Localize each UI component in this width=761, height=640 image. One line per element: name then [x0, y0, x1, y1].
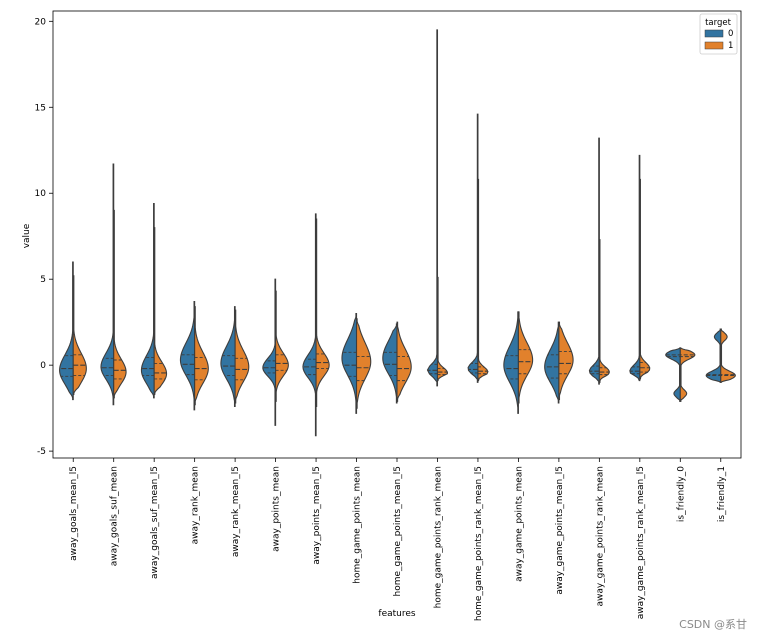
violin-away_game_points_rank_mean-target-0: [588, 137, 600, 385]
violin-is_friendly_1-target-1: [720, 328, 736, 383]
violin-home_game_points_mean-target-0: [341, 313, 358, 414]
legend-label-1: 1: [728, 41, 733, 51]
violin-away_game_points_mean-target-1: [517, 311, 534, 404]
violin-away_game_points_mean_l5-target-1: [558, 321, 574, 401]
x-tick-label-away_game_points_mean: away_game_points_mean: [514, 466, 524, 582]
violin-home_game_points_rank_mean-target-0: [426, 29, 439, 387]
violin-away_goals_suf_mean-target-1: [113, 209, 127, 399]
x-tick-label-home_game_points_rank_mean_l5: home_game_points_rank_mean_l5: [474, 466, 484, 621]
violin-away_points_mean-target-0: [262, 278, 277, 426]
y-axis-label: value: [22, 223, 32, 248]
y-tick-label: 20: [35, 17, 47, 27]
x-tick-label-away_goals_suf_mean_l5: away_goals_suf_mean_l5: [150, 466, 160, 579]
x-tick-label-away_game_points_rank_mean_l5: away_game_points_rank_mean_l5: [636, 466, 646, 619]
violin-away_game_points_mean-target-0: [503, 311, 519, 414]
violins-group: [59, 29, 736, 437]
y-axis: -5 0 5 10 15 20: [35, 17, 53, 457]
violin-away_goals_suf_mean_l5-target-0: [140, 203, 155, 399]
violin-away_rank_mean_l5-target-1: [234, 309, 250, 404]
legend-title: target: [705, 18, 732, 28]
x-tick-label-away_goals_suf_mean: away_goals_suf_mean: [110, 466, 120, 566]
violin-away_goals_suf_mean_l5-target-1: [153, 227, 168, 395]
violin-away_points_mean-target-1: [275, 290, 289, 402]
x-tick-label-is_friendly_0: is_friendly_0: [676, 466, 686, 522]
x-tick-label-away_rank_mean: away_rank_mean: [191, 466, 201, 544]
y-tick-label: 5: [40, 275, 46, 285]
violin-away_goals_suf_mean-target-0: [100, 163, 115, 406]
violin-home_game_points_rank_mean-target-1: [436, 276, 449, 382]
y-tick-label: 0: [40, 361, 46, 371]
violin-away_points_mean_l5-target-1: [315, 218, 330, 407]
violin-home_game_points_mean_l5-target-1: [396, 321, 412, 402]
violin-home_game_points_rank_mean_l5-target-1: [477, 178, 489, 382]
x-tick-label-away_points_mean_l5: away_points_mean_l5: [312, 466, 322, 565]
violin-away_goals_mean_l5-target-0: [59, 261, 74, 401]
violin-away_rank_mean-target-0: [179, 301, 196, 411]
x-tick-label-away_rank_mean_l5: away_rank_mean_l5: [231, 466, 241, 557]
violin-is_friendly_0-target-1: [679, 347, 696, 402]
legend-swatch-0: [704, 29, 724, 38]
violin-home_game_points_mean-target-1: [355, 318, 372, 409]
violin-is_friendly_0-target-0: [665, 347, 681, 402]
violin-is_friendly_1-target-0: [705, 328, 722, 383]
legend-label-0: 0: [728, 29, 733, 39]
x-tick-label-home_game_points_mean: home_game_points_mean: [353, 466, 363, 584]
violin-away_game_points_mean_l5-target-0: [544, 321, 560, 404]
legend: target 0 1: [699, 13, 738, 55]
x-tick-label-away_goals_mean_l5: away_goals_mean_l5: [69, 466, 79, 561]
violin-away_game_points_rank_mean_l5-target-0: [629, 154, 641, 382]
x-tick-label-home_game_points_mean_l5: home_game_points_mean_l5: [393, 466, 403, 596]
x-axis-label: features: [378, 609, 415, 619]
violin-away_points_mean_l5-target-0: [302, 213, 317, 437]
x-tick-label-away_game_points_rank_mean: away_game_points_rank_mean: [595, 466, 605, 607]
violin-away_rank_mean_l5-target-0: [220, 306, 236, 407]
x-tick-label-away_game_points_mean_l5: away_game_points_mean_l5: [555, 466, 565, 595]
x-tick-label-home_game_points_rank_mean: home_game_points_rank_mean: [433, 466, 443, 608]
x-axis: away_goals_mean_l5 away_goals_suf_mean awa…: [69, 458, 727, 621]
violin-home_game_points_mean_l5-target-0: [382, 323, 398, 404]
y-tick-label: 10: [35, 189, 47, 199]
violin-away_rank_mean-target-1: [194, 306, 209, 406]
violin-home_game_points_rank_mean_l5-target-0: [467, 113, 479, 383]
legend-swatch-1: [704, 41, 724, 50]
y-tick-label: 15: [35, 103, 46, 113]
y-tick-label: -5: [37, 447, 46, 457]
x-tick-label-is_friendly_1: is_friendly_1: [717, 466, 727, 522]
violin-away_game_points_rank_mean_l5-target-1: [639, 178, 651, 380]
watermark: CSDN @系甘: [679, 618, 747, 631]
x-tick-label-away_points_mean: away_points_mean: [272, 466, 282, 552]
